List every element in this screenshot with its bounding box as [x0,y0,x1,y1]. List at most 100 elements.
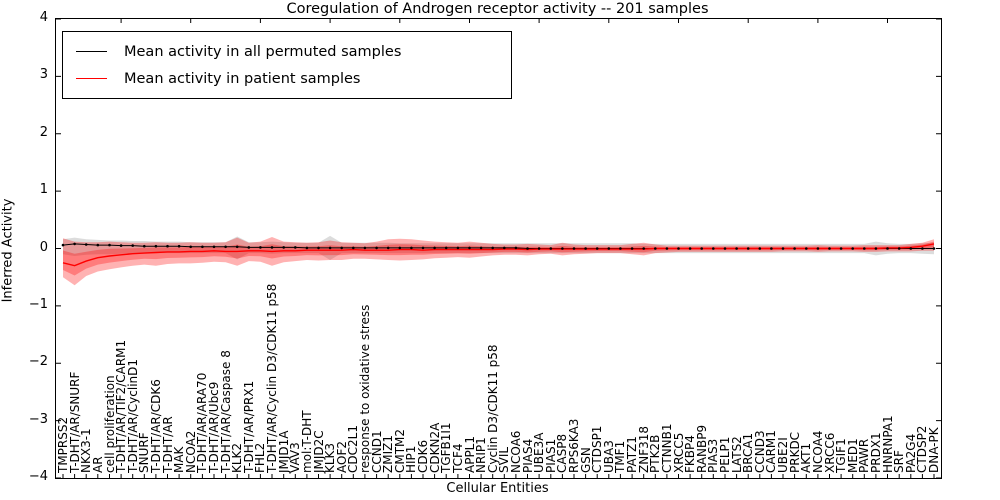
permuted-marker [177,244,181,248]
permuted-marker [839,247,843,250]
permuted-marker [154,244,158,248]
permuted-marker [84,243,88,246]
permuted-marker [514,246,518,250]
permuted-marker [386,246,390,250]
permuted-marker [73,242,76,246]
permuted-marker [61,243,65,247]
permuted-marker [851,247,854,250]
permuted-marker [921,247,924,250]
permuted-marker [235,245,239,249]
permuted-marker [131,244,134,247]
permuted-marker [619,247,622,250]
legend-line-sample-red [76,78,107,79]
permuted-marker [456,246,460,250]
permuted-marker [270,246,274,249]
permuted-marker [723,247,727,250]
y-tick-label: 0 [39,240,48,255]
permuted-marker [828,247,831,250]
y-tick-label: −2 [28,354,48,369]
permuted-marker [909,247,913,250]
y-tick-label: 3 [39,67,48,82]
patient-mean-line [62,243,935,267]
permuted-marker [863,247,866,250]
permuted-marker [526,247,529,250]
permuted-marker [108,243,111,247]
permuted-marker [444,246,448,250]
y-tick-label: −4 [28,469,48,484]
permuted-marker [119,244,123,247]
legend-label: Mean activity in all permuted samples [124,43,402,60]
permuted-marker [874,247,878,250]
permuted-marker [654,247,657,250]
permuted-marker [212,245,216,249]
legend-item-patient: Mean activity in patient samples [63,65,511,92]
permuted-marker [677,247,680,250]
permuted-marker [305,246,309,250]
permuted-marker [549,247,553,250]
x-axis-title: Cellular Entities [446,481,549,496]
permuted-marker [317,246,320,250]
chart-canvas [56,19,941,478]
permuted-marker [166,244,169,248]
permuted-marker [433,246,436,250]
permuted-marker [630,247,634,250]
permuted-marker [259,246,262,249]
x-tick-label: AR [90,456,105,473]
permuted-marker [294,246,297,249]
plot-area: TMPRSS2 T-DHT/AR/SNURF NKX3-1 AR cell prolif… [55,18,942,479]
permuted-marker [758,247,762,250]
permuted-marker [793,247,796,250]
permuted-marker [781,247,785,250]
permuted-marker [537,247,541,250]
permuted-marker [96,243,100,247]
legend-item-permuted: Mean activity in all permuted samples [63,38,511,65]
permuted-marker [712,247,715,250]
permuted-marker [328,246,332,250]
permuted-marker [932,247,936,250]
permuted-marker [897,247,901,250]
legend-line-sample-black [76,51,107,52]
permuted-marker [805,247,808,250]
permuted-marker [143,244,146,248]
permuted-marker [421,246,425,250]
permuted-marker [735,247,738,250]
permuted-marker [352,246,355,250]
permuted-marker [746,247,750,250]
permuted-marker [700,247,703,250]
permuted-marker [595,247,599,250]
y-tick-label: −1 [28,297,48,312]
permuted-marker [491,246,495,250]
permuted-marker [770,247,773,250]
permuted-marker [572,247,576,250]
x-tick-label: DNA-PK [927,427,941,473]
y-tick-label: 2 [39,125,48,140]
permuted-marker [642,247,645,250]
permuted-marker [282,246,285,249]
permuted-marker [665,247,669,250]
permuted-marker [224,245,227,249]
permuted-marker [561,247,564,250]
y-tick-label: −3 [28,412,48,427]
permuted-marker [688,247,692,250]
permuted-marker [340,246,344,250]
permuted-marker [398,246,402,250]
permuted-marker [479,246,483,250]
legend-label: Mean activity in patient samples [124,70,361,87]
permuted-marker [410,246,413,250]
chart-title: Coregulation of Androgen receptor activi… [286,1,709,17]
permuted-marker [816,247,820,250]
permuted-marker [363,246,367,250]
patient-band-inner [63,241,934,276]
permuted-marker [886,247,889,250]
permuted-marker [375,246,378,250]
permuted-marker [189,245,192,249]
permuted-marker [503,246,506,250]
permuted-marker [584,247,587,250]
permuted-marker [468,246,471,250]
permuted-marker [247,246,251,249]
y-tick-label: 4 [39,10,48,25]
permuted-marker [201,245,204,249]
y-tick-label: 1 [39,182,48,197]
legend: Mean activity in all permuted samples Me… [62,31,512,99]
